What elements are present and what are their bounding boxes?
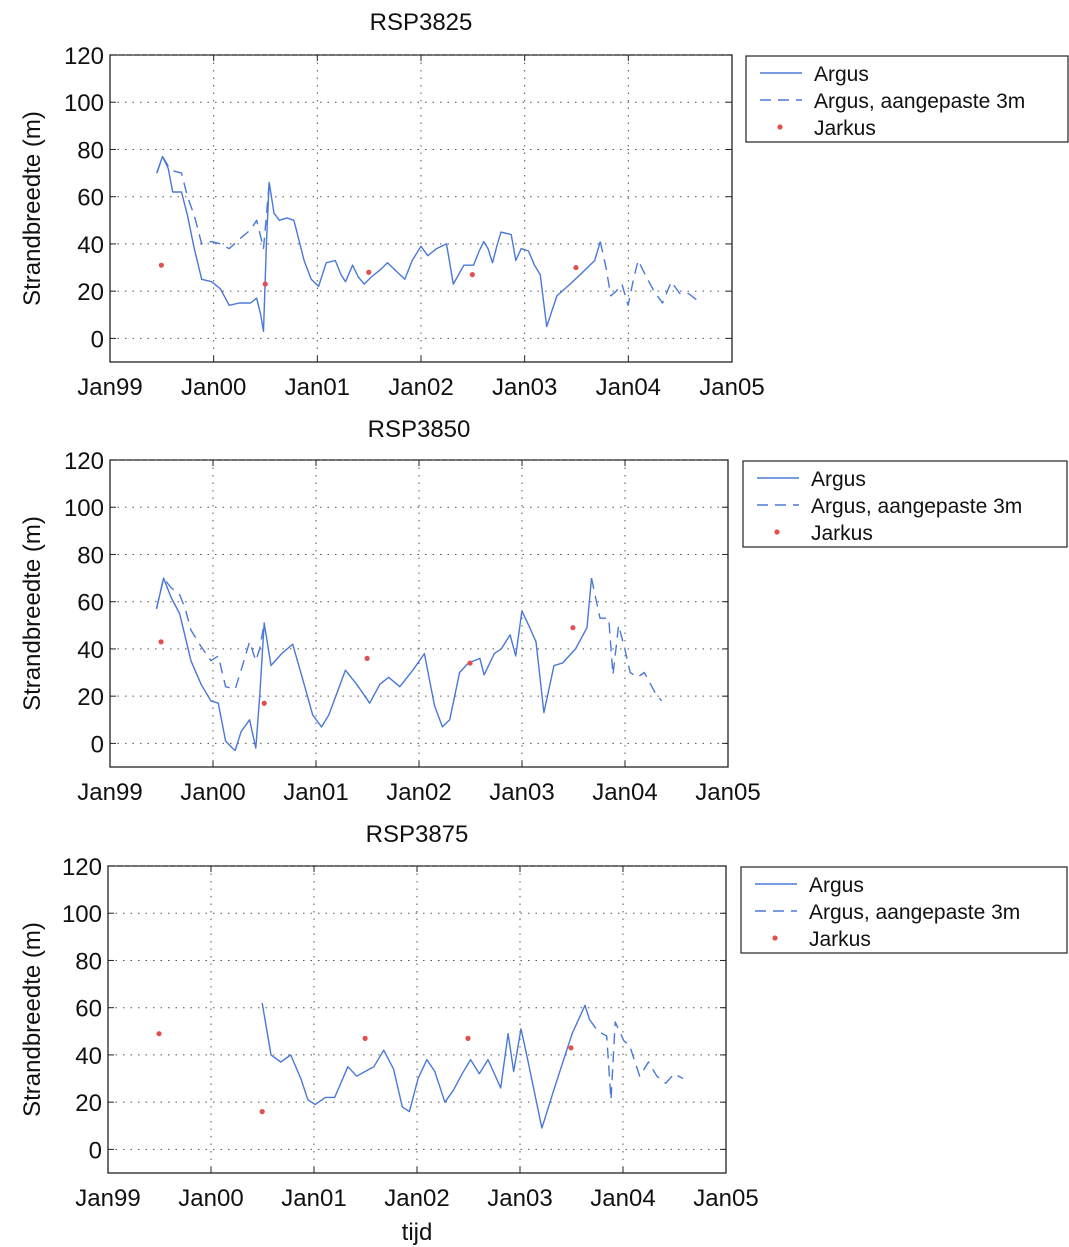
jarkus-point [570,625,576,631]
series-argus-aangepaste-3m-line [155,577,663,702]
legend-label: Argus [809,874,864,897]
jarkus-point [465,1035,471,1041]
x-tick-label: Jan05 [693,1185,758,1212]
y-tick-label: 20 [77,279,104,306]
jarkus-point [568,1045,574,1051]
legend-label: Argus, aangepaste 3m [809,901,1020,924]
jarkus-point [261,700,267,706]
series-argus-line [261,1002,591,1129]
y-tick-label: 0 [91,731,104,758]
legend-box [742,460,1068,548]
y-tick-label: 100 [64,90,104,117]
x-tick-label: Jan99 [77,374,142,401]
legend-box [745,55,1069,143]
y-tick-label: 0 [89,1137,102,1164]
chart-panel-1: 0 20 40 60 80 100 120 Jan99 Jan00 Jan01 Jan02 Jan03… [19,9,1069,401]
jarkus-point [364,655,370,661]
jarkus-point [469,272,475,278]
legend-label: Jarkus [811,522,873,545]
y-tick-label: 60 [77,185,104,212]
legend-label: Jarkus [814,117,876,140]
y-tick-label: 80 [75,948,102,975]
x-tick-label: Jan03 [489,779,554,806]
y-tick-label: 20 [77,684,104,711]
y-tick-label: 60 [77,590,104,617]
series-argus-line [155,577,593,752]
x-tick-label: Jan02 [386,779,451,806]
jarkus-point [158,262,164,268]
x-axis-label: tijd [402,1219,433,1246]
x-tick-label: Jan02 [388,374,453,401]
y-tick-label: 80 [77,137,104,164]
chart-panel-3: 0 20 40 60 80 100 120 Jan99 Jan00 Jan01 Jan02 Jan03… [19,821,1068,1246]
y-tick-label: 120 [64,448,104,475]
chart-panel-2: 0 20 40 60 80 100 120 Jan99 Jan00 Jan01 Jan02 Jan03… [19,416,1068,806]
x-tick-label: Jan03 [487,1185,552,1212]
jarkus-point [573,264,579,271]
y-tick-label: 40 [75,1043,102,1070]
jarkus-point [259,1109,265,1115]
series-argus-aangepaste-3m-line [156,155,698,306]
jarkus-point [262,281,268,287]
y-tick-label: 40 [77,637,104,664]
jarkus-point [156,1031,162,1037]
jarkus-point [158,639,164,645]
legend-label: Argus, aangepaste 3m [811,495,1022,518]
legend-label: Argus, aangepaste 3m [814,90,1025,113]
jarkus-point [366,269,372,275]
jarkus-point [362,1035,368,1041]
x-tick-label: Jan04 [590,1185,655,1212]
chart-title: RSP3875 [366,821,469,848]
x-tick-label: Jan00 [180,779,245,806]
x-tick-label: Jan04 [592,779,657,806]
y-tick-label: 120 [62,854,102,881]
series-argus-line [156,155,601,332]
series-argus-aangepaste-3m-line [588,1019,684,1101]
legend-label: Argus [814,63,869,86]
y-tick-label: 120 [64,43,104,70]
legend: Argus Argus, aangepaste 3m Jarkus [745,55,1069,143]
chart-title: RSP3825 [370,9,473,36]
legend-label: Argus [811,468,866,491]
legend-label: Jarkus [809,928,871,951]
y-axis-label: Strandbreedte (m) [19,516,46,711]
legend-swatch-dot [774,529,780,535]
x-tick-label: Jan01 [285,374,350,401]
x-tick-label: Jan00 [178,1185,243,1212]
y-axis-label: Strandbreedte (m) [19,111,46,306]
y-tick-label: 60 [75,996,102,1023]
x-tick-label: Jan99 [75,1185,140,1212]
y-tick-label: 100 [64,495,104,522]
legend: Argus Argus, aangepaste 3m Jarkus [740,866,1068,954]
y-tick-label: 80 [77,542,104,569]
y-tick-label: 40 [77,232,104,259]
legend-swatch-dot [772,935,778,941]
x-tick-label: Jan04 [596,374,661,401]
x-tick-label: Jan99 [77,779,142,806]
legend: Argus Argus, aangepaste 3m Jarkus [742,460,1068,548]
chart-title: RSP3850 [368,416,471,443]
y-tick-label: 100 [62,901,102,928]
y-tick-label: 20 [75,1090,102,1117]
x-tick-label: Jan01 [281,1185,346,1212]
y-axis-label: Strandbreedte (m) [19,922,46,1117]
x-tick-label: Jan01 [283,779,348,806]
jarkus-point [467,660,473,666]
x-tick-label: Jan05 [695,779,760,806]
x-tick-label: Jan03 [492,374,557,401]
x-tick-label: Jan02 [384,1185,449,1212]
legend-swatch-dot [777,124,783,130]
legend-box [740,866,1068,954]
y-tick-label: 0 [91,326,104,353]
x-tick-label: Jan05 [699,374,764,401]
x-tick-label: Jan00 [181,374,246,401]
